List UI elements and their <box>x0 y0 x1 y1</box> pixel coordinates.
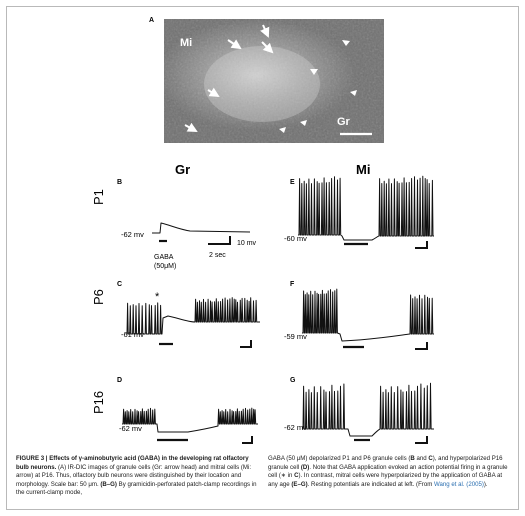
scale-bar-c <box>240 340 252 348</box>
caption-right-bold-f: (D) <box>300 463 310 471</box>
caption-right-text-k: . Resting potentials are indicated at le… <box>307 480 434 488</box>
caption-figure-title: FIGURE 3 | Effects of γ-aminobutyric aci… <box>16 455 249 471</box>
arrowhead-icon <box>350 90 357 96</box>
panel-e-potential: -60 mv <box>284 234 307 243</box>
caption-right-text-g: . Note that GABA application evoked an a… <box>268 463 508 480</box>
scale-bar-e <box>415 241 428 249</box>
age-p1-label: P1 <box>91 189 106 205</box>
column-mi-label: Mi <box>356 162 370 177</box>
caption-right-text-e: ), and hyperpolarized P16 granule cell <box>268 455 503 471</box>
arrow-icon <box>184 122 198 132</box>
recording-traces <box>122 175 434 437</box>
arrow-icon <box>227 39 242 50</box>
caption-right-bold-b: B <box>410 455 415 462</box>
arrow-icon <box>207 87 220 98</box>
scale-bar-f <box>415 342 428 350</box>
panel-b-potential: -62 mv <box>121 230 144 239</box>
caption-right-text-i: ). In contrast, mitral cells were hyperp… <box>268 472 503 488</box>
panel-g-potential: -62 mv <box>284 423 307 432</box>
panel-a-mi-label: Mi <box>180 37 192 49</box>
caption-left-bold: (B–G) <box>100 480 117 488</box>
caption-left-text-b: By gramicidin-perforated patch-clamp rec… <box>16 480 257 497</box>
gaba-label: GABA <box>154 254 174 261</box>
mitral-arrow-icons <box>184 24 274 132</box>
trace-panel-c <box>126 297 260 335</box>
caption-left-text-a: (A) IR-DIC images of granule cells (Gr: … <box>16 463 252 488</box>
arrowhead-icon <box>300 120 307 126</box>
caption-right-text-c: and <box>414 455 429 462</box>
trace-panel-b <box>152 222 251 234</box>
panel-g-letter: G <box>290 377 296 384</box>
caption-right-bold-d: C <box>428 455 433 462</box>
column-gr-label: Gr <box>175 162 190 177</box>
arrowhead-icon <box>310 69 318 75</box>
panel-e-letter: E <box>290 179 295 186</box>
scale-bar-d <box>242 436 253 444</box>
caption-right-bold-j: (E–G) <box>291 480 308 488</box>
caption-right-text-end: ). <box>483 480 488 488</box>
panel-b-letter: B <box>117 179 122 186</box>
gaba-application-bars <box>157 239 370 442</box>
age-p6-label: P6 <box>91 289 106 305</box>
caption-reference-link[interactable]: Wang et al. (2005) <box>434 480 484 488</box>
scale-bar-b <box>208 236 231 245</box>
panel-a-image <box>164 19 384 143</box>
figure-frame <box>6 6 519 510</box>
caption-right-bold-h: C <box>294 472 299 480</box>
panel-d-letter: D <box>117 377 122 384</box>
caption-left: FIGURE 3 | Effects of γ-aminobutyric aci… <box>16 455 258 498</box>
arrowhead-icon <box>342 40 350 46</box>
panel-c-star-marker: * <box>155 291 160 303</box>
scale-time-label: 2 sec <box>209 252 226 259</box>
scale-bars <box>208 236 428 444</box>
arrow-icon <box>260 24 270 38</box>
panel-c-letter: C <box>117 281 122 288</box>
caption-right-text-a: GABA (50 μM) depolarized P1 and P6 granu… <box>268 455 411 462</box>
trace-panel-f <box>302 288 434 342</box>
trace-panel-g <box>302 382 434 437</box>
panel-a-letter: A <box>149 17 154 24</box>
granule-arrowhead-icons <box>279 40 357 133</box>
arrowhead-icon <box>279 127 286 133</box>
panel-f-letter: F <box>290 281 295 288</box>
panel-d-potential: -62 mv <box>119 424 142 433</box>
trace-panel-d <box>122 407 258 433</box>
scale-mv-label: 10 mv <box>237 240 257 247</box>
scale-bar-g <box>415 436 428 444</box>
arrow-icon <box>261 41 274 54</box>
age-p16-label: P16 <box>91 391 106 414</box>
trace-panel-e <box>298 175 434 241</box>
gaba-concentration: (50μM) <box>154 263 176 270</box>
caption-right: GABA (50 μM) depolarized P1 and P6 granu… <box>268 455 512 489</box>
panel-a-gr-label: Gr <box>337 116 351 128</box>
panel-f-potential: -59 mv <box>284 332 307 341</box>
